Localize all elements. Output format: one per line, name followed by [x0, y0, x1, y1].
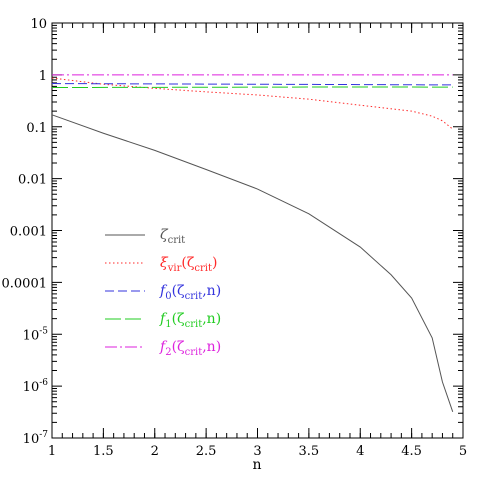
x-tick-label: 1.5: [93, 444, 114, 459]
x-tick-label: 2: [151, 444, 159, 459]
x-tick-label: 1: [48, 444, 56, 459]
legend: ζcrit ξvir(ζcrit) f0(ζcrit,n) f1(ζcrit,n) f2…: [105, 227, 221, 358]
series-line-3: [51, 86, 453, 89]
x-tick-label: 5: [459, 444, 467, 459]
y-tick-label: 0.01: [18, 173, 47, 188]
y-tick-label: 10-5: [23, 326, 49, 343]
legend-label-0: ζcrit: [160, 227, 185, 246]
y-tick-label: 10-7: [23, 430, 49, 447]
legend-label-3: f1(ζcrit,n): [159, 311, 221, 330]
x-tick-label: 3.5: [299, 444, 320, 459]
legend-label-1: ξvir(ζcrit): [160, 255, 218, 274]
series-line-1: [51, 77, 454, 130]
x-tick-label: 4.5: [401, 444, 422, 459]
x-tick-label: 2.5: [196, 444, 217, 459]
series-line-2: [51, 83, 453, 86]
series-line-0: [51, 114, 454, 412]
x-axis-label: n: [252, 457, 261, 473]
y-tick-label: 0.001: [10, 225, 47, 240]
y-tick-label: 10-6: [23, 378, 49, 395]
legend-label-2: f0(ζcrit,n): [159, 283, 221, 302]
x-tick-label: 4: [356, 444, 364, 459]
y-tick-label: 0.1: [26, 121, 47, 136]
y-tick-label: 10: [30, 17, 47, 32]
series-group: [51, 74, 454, 412]
x-tick-label: 3: [253, 444, 261, 459]
y-tick-label: 0.0001: [2, 276, 48, 291]
plot-frame: [51, 22, 464, 439]
ticks: 1 1.5 2 2.5 3 3.5 4 4.5 5 10 1 0.1 0.01 0.001 0.0001 10…: [2, 17, 468, 459]
y-tick-label: 1: [39, 69, 47, 84]
legend-label-4: f2(ζcrit,n): [159, 339, 221, 358]
